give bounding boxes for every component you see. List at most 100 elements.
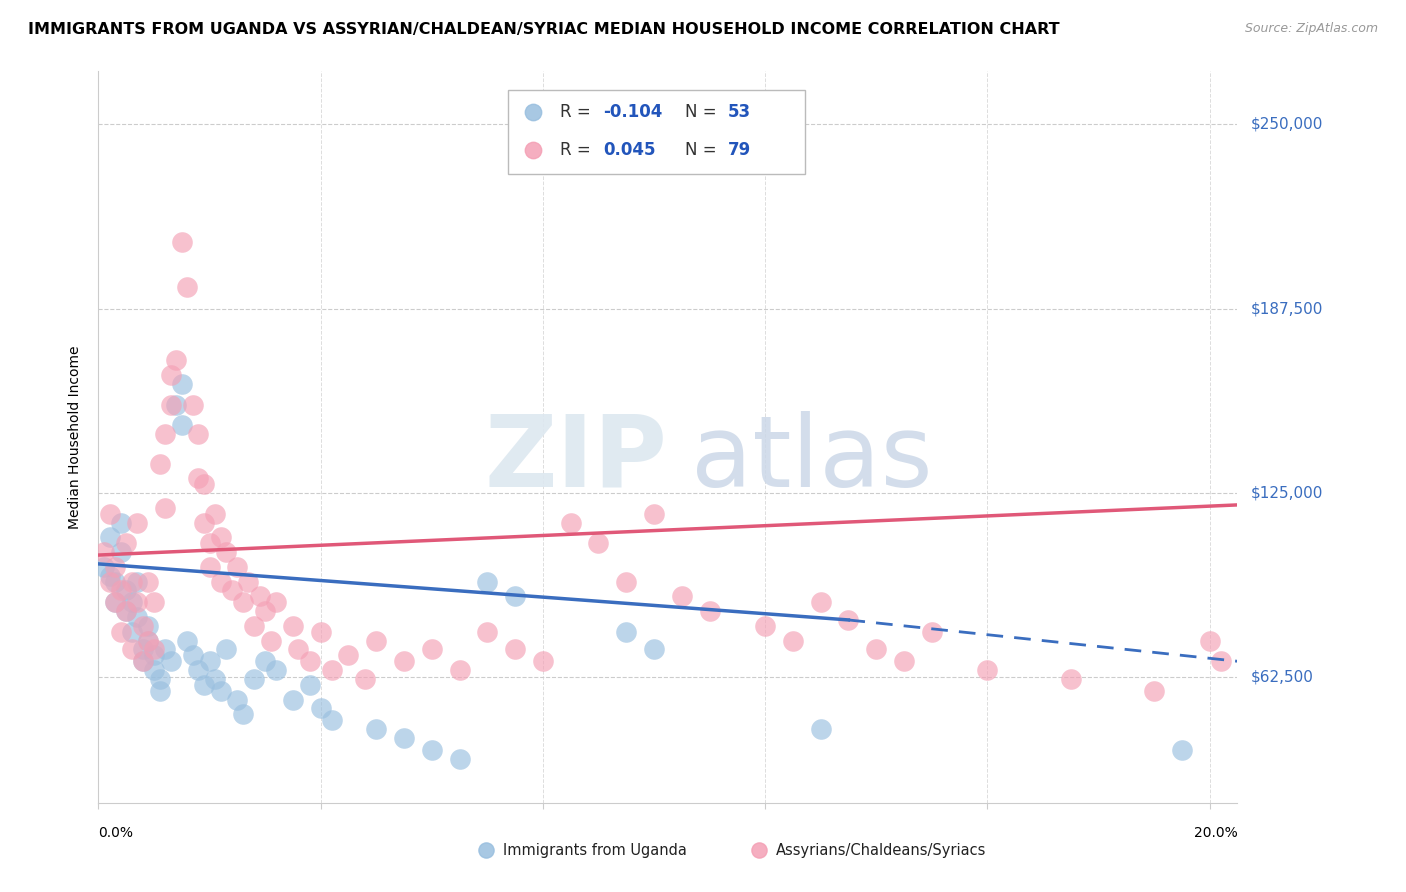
Point <box>243 672 266 686</box>
Text: 20.0%: 20.0% <box>1194 826 1237 840</box>
Point <box>1198 633 1220 648</box>
Point <box>1209 654 1232 668</box>
Point <box>121 574 143 589</box>
Point <box>193 477 215 491</box>
Point <box>643 507 665 521</box>
Point <box>226 559 249 574</box>
Point <box>531 654 554 668</box>
Point <box>181 648 204 663</box>
Point <box>165 353 187 368</box>
Text: $187,500: $187,500 <box>1251 301 1323 317</box>
Point <box>148 672 170 686</box>
Point <box>392 654 415 668</box>
Point <box>298 678 321 692</box>
Point <box>1143 683 1166 698</box>
Point <box>309 624 332 639</box>
Text: $250,000: $250,000 <box>1251 117 1323 132</box>
Point <box>221 583 243 598</box>
Point <box>976 663 998 677</box>
Point <box>209 530 232 544</box>
Point <box>138 574 160 589</box>
Point <box>148 683 170 698</box>
Point <box>93 545 115 559</box>
Text: -0.104: -0.104 <box>603 103 662 120</box>
Point <box>153 642 176 657</box>
Point <box>104 559 127 574</box>
Point <box>121 624 143 639</box>
Point <box>110 516 132 530</box>
Point <box>321 663 343 677</box>
Point <box>560 516 582 530</box>
Point <box>309 701 332 715</box>
Point <box>337 648 360 663</box>
Point <box>366 722 388 736</box>
Text: Source: ZipAtlas.com: Source: ZipAtlas.com <box>1244 22 1378 36</box>
Point <box>132 654 155 668</box>
Text: N =: N = <box>685 141 721 159</box>
Point <box>232 595 254 609</box>
Point <box>259 633 281 648</box>
Point <box>204 507 226 521</box>
Point <box>226 692 249 706</box>
Point <box>215 545 238 559</box>
Point <box>209 683 232 698</box>
Point <box>98 574 121 589</box>
Point <box>153 427 176 442</box>
Text: 0.0%: 0.0% <box>98 826 134 840</box>
Point <box>132 619 155 633</box>
Point <box>477 574 499 589</box>
Point <box>170 376 193 391</box>
Point <box>143 648 166 663</box>
Point <box>392 731 415 745</box>
Point <box>104 595 127 609</box>
Point <box>249 590 271 604</box>
Point <box>110 545 132 559</box>
Point <box>198 559 221 574</box>
Point <box>127 574 149 589</box>
Point <box>782 633 804 648</box>
Text: ZIP: ZIP <box>485 410 668 508</box>
Point <box>1170 742 1192 756</box>
Point <box>588 536 610 550</box>
Point <box>204 672 226 686</box>
Point <box>176 633 198 648</box>
Point <box>193 516 215 530</box>
Point <box>614 624 637 639</box>
Point <box>198 654 221 668</box>
Point <box>104 574 127 589</box>
Point <box>121 595 143 609</box>
Point <box>143 595 166 609</box>
Point <box>132 642 155 657</box>
Point <box>127 595 149 609</box>
Point <box>187 471 209 485</box>
Point <box>187 663 209 677</box>
Point <box>354 672 377 686</box>
Point <box>699 604 721 618</box>
Point <box>449 663 471 677</box>
Point <box>170 418 193 433</box>
Point <box>181 398 204 412</box>
Point <box>121 642 143 657</box>
Point <box>243 619 266 633</box>
Text: Immigrants from Uganda: Immigrants from Uganda <box>503 843 686 858</box>
Text: $125,000: $125,000 <box>1251 485 1323 500</box>
Point <box>98 568 121 582</box>
Point <box>148 457 170 471</box>
Point <box>287 642 309 657</box>
Text: 53: 53 <box>728 103 751 120</box>
Point <box>193 678 215 692</box>
Point <box>921 624 943 639</box>
Point <box>93 559 115 574</box>
Text: atlas: atlas <box>690 410 932 508</box>
Point <box>115 604 138 618</box>
Point <box>366 633 388 648</box>
Text: Assyrians/Chaldeans/Syriacs: Assyrians/Chaldeans/Syriacs <box>776 843 987 858</box>
Point <box>198 536 221 550</box>
Point <box>281 619 304 633</box>
FancyBboxPatch shape <box>509 90 804 174</box>
Point <box>321 713 343 727</box>
Point <box>238 574 260 589</box>
Point <box>209 574 232 589</box>
Point <box>215 642 238 657</box>
Point <box>138 633 160 648</box>
